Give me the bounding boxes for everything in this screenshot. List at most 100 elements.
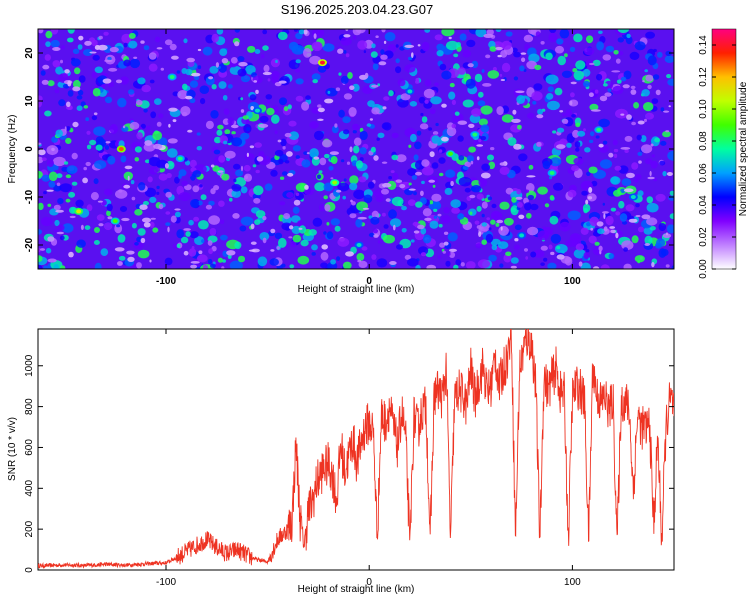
heatmap-cell <box>620 76 627 82</box>
heatmap-cell <box>410 239 415 243</box>
heatmap-cell <box>229 260 243 269</box>
heatmap-cell <box>651 98 659 104</box>
heatmap-cell <box>623 70 632 80</box>
heatmap-cell <box>340 37 352 46</box>
heatmap-cell <box>485 233 494 243</box>
heatmap-cell <box>588 166 598 174</box>
heatmap-cell <box>102 78 112 84</box>
heatmap-cell <box>278 158 284 165</box>
heatmap-cell <box>413 154 419 161</box>
heatmap-cell <box>658 223 667 231</box>
heatmap-cell <box>477 259 490 269</box>
heatmap-cell <box>487 70 500 79</box>
heatmap-cell <box>465 78 476 89</box>
heatmap-cell <box>376 137 380 141</box>
heatmap-cell <box>48 171 58 182</box>
heatmap-cell <box>165 222 171 227</box>
heatmap-cell <box>190 199 200 208</box>
heatmap-cell <box>561 112 567 117</box>
heatmap-cell <box>46 189 54 192</box>
heatmap-cell <box>150 111 157 119</box>
heatmap-cell <box>217 124 224 130</box>
heatmap-cell <box>226 250 236 256</box>
heatmap-cell <box>38 95 43 102</box>
heatmap-cell <box>330 156 338 164</box>
heatmap-cell <box>602 140 608 145</box>
heatmap-cell <box>71 181 78 186</box>
heatmap-cell <box>67 37 74 43</box>
heatmap-cell <box>277 31 288 41</box>
heatmap-cell <box>451 207 460 214</box>
heatmap-cell <box>367 181 375 189</box>
heatmap-cell <box>327 90 331 94</box>
heatmap-cell <box>380 49 385 55</box>
heatmap-cell <box>650 143 654 147</box>
heatmap-hotspot <box>630 195 636 199</box>
heatmap-cell <box>377 240 383 244</box>
heatmap-cell <box>505 251 512 257</box>
heatmap-cell <box>602 211 609 214</box>
heatmap-cell <box>197 48 202 52</box>
heatmap-cell <box>452 115 459 123</box>
heatmap-cell <box>342 195 347 200</box>
heatmap-cell <box>395 44 399 48</box>
heatmap-cell <box>85 161 91 167</box>
heatmap-cell <box>598 30 603 34</box>
heatmap-cell <box>466 39 476 48</box>
heatmap-cell <box>291 215 301 223</box>
snr-y-tick-label: 400 <box>24 480 35 497</box>
heatmap-cell <box>166 172 172 179</box>
heatmap-cell <box>408 188 416 191</box>
heatmap-cell <box>528 53 540 63</box>
heatmap-cell <box>319 157 327 166</box>
heatmap-cell <box>143 108 148 113</box>
heatmap-cell <box>608 253 615 260</box>
heatmap-cell <box>416 130 422 136</box>
heatmap-cell <box>564 53 568 58</box>
heatmap-cell <box>557 127 565 133</box>
heatmap-cell <box>208 200 215 206</box>
heatmap-cell <box>106 210 111 217</box>
heatmap-cell <box>270 58 280 68</box>
heatmap-cell <box>400 93 411 101</box>
heatmap-cell <box>227 84 233 89</box>
heatmap-cell <box>602 54 612 61</box>
heatmap-cell <box>649 226 656 231</box>
heatmap-cell <box>542 160 551 170</box>
heatmap-cell <box>580 227 589 235</box>
heatmap-y-tick-label: -10 <box>24 189 35 204</box>
heatmap-cell <box>434 82 439 87</box>
heatmap-cell <box>176 229 184 239</box>
heatmap-cell <box>259 115 269 123</box>
heatmap-cell <box>573 248 586 259</box>
heatmap-cell <box>589 216 599 227</box>
heatmap-cell <box>323 182 334 192</box>
heatmap-cell <box>343 129 350 135</box>
heatmap-cell <box>274 130 278 135</box>
heatmap-cell <box>382 106 387 110</box>
heatmap-cell <box>335 189 342 193</box>
heatmap-cell <box>64 69 70 74</box>
heatmap-cell <box>287 172 294 177</box>
heatmap-cell <box>50 39 60 48</box>
heatmap-cell <box>644 118 647 123</box>
heatmap-cell <box>109 124 118 134</box>
heatmap-cell <box>164 39 173 46</box>
heatmap-cell <box>355 160 363 169</box>
heatmap-cell <box>611 70 621 73</box>
heatmap-cell <box>585 249 590 253</box>
heatmap-cell <box>126 250 135 255</box>
heatmap-cell <box>337 237 350 247</box>
heatmap-cell <box>254 49 261 54</box>
heatmap-cell <box>411 52 414 58</box>
heatmap-cell <box>364 72 369 79</box>
heatmap-cell <box>370 51 378 58</box>
heatmap-cell <box>524 189 530 193</box>
heatmap-cell <box>140 40 145 44</box>
heatmap-cell <box>478 138 482 143</box>
heatmap-cell <box>451 123 457 129</box>
heatmap-cell <box>415 80 420 84</box>
heatmap-cell <box>275 59 278 64</box>
heatmap-cell <box>613 189 622 197</box>
heatmap-cell <box>334 123 338 128</box>
